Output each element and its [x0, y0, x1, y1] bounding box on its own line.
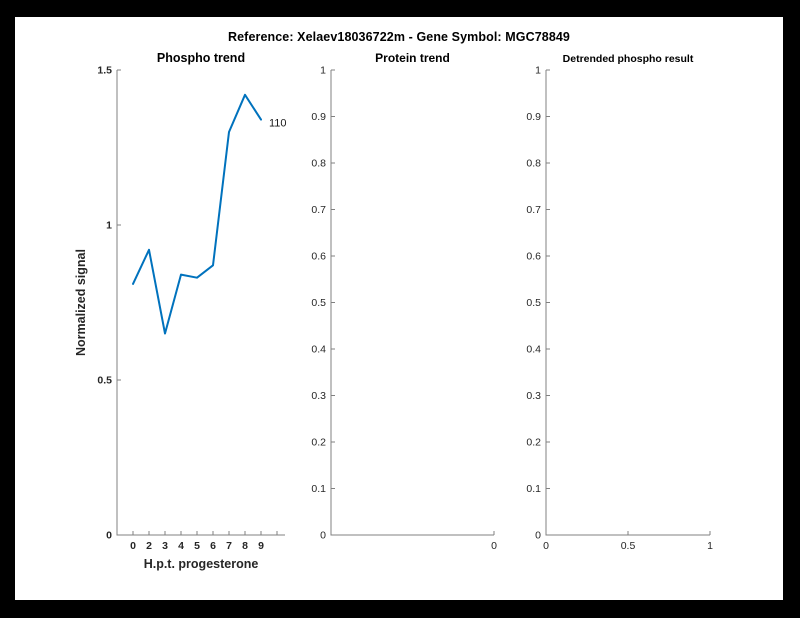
axis-lines — [116, 70, 285, 536]
y-tick-label: 0.5 — [97, 375, 112, 387]
x-tick-label: 0 — [130, 540, 136, 552]
y-tick-label: 0.6 — [526, 251, 541, 263]
y-tick-label: 0.7 — [526, 204, 541, 216]
y-tick-label: 0 — [535, 530, 541, 542]
y-tick-label: 0.5 — [311, 297, 326, 309]
x-tick-label: 0 — [543, 540, 549, 552]
x-tick-label: 8 — [242, 540, 248, 552]
y-tick-label: 0.4 — [526, 344, 541, 356]
y-tick-label: 0.8 — [311, 158, 326, 170]
y-axis-label: Normalized signal — [74, 249, 88, 356]
x-tick-label: 4 — [178, 540, 184, 552]
panel-title: Detrended phospho result — [563, 53, 694, 65]
panel-title: Protein trend — [375, 51, 450, 65]
y-tick-label: 0.2 — [526, 437, 541, 449]
y-tick-label: 0.1 — [526, 483, 541, 495]
y-tick-label: 0.4 — [311, 344, 326, 356]
y-tick-label: 0.1 — [311, 483, 326, 495]
y-tick-label: 0.5 — [526, 297, 541, 309]
y-tick-label: 0 — [106, 530, 112, 542]
axis-lines — [330, 70, 494, 536]
panel-title: Phospho trend — [157, 51, 245, 65]
x-tick-label: 0.5 — [621, 540, 636, 552]
x-tick-label: 1 — [707, 540, 713, 552]
figure-title: Reference: Xelaev18036722m - Gene Symbol… — [228, 30, 570, 44]
x-tick-label: 7 — [226, 540, 232, 552]
subplot-2: 0 0.1 0.2 0.3 0.4 0.5 0.6 0.7 0.8 0.9 1 0 Protein tr… — [311, 51, 497, 552]
y-tick-label: 0 — [320, 530, 326, 542]
y-tick-label: 0.2 — [311, 437, 326, 449]
x-tick-label: 3 — [162, 540, 168, 552]
x-tick-label: 2 — [146, 540, 152, 552]
series-line — [132, 93, 262, 335]
y-tick-label: 0.9 — [526, 111, 541, 123]
figure-canvas: Reference: Xelaev18036722m - Gene Symbol… — [15, 17, 783, 600]
subplot-3: 0 0.1 0.2 0.3 0.4 0.5 0.6 0.7 0.8 0.9 1 0 0.5 1 Detren… — [526, 53, 713, 552]
x-tick-label: 6 — [210, 540, 216, 552]
x-tick-label: 5 — [194, 540, 200, 552]
point-annotation: 110 — [269, 118, 287, 130]
y-tick-label: 1 — [320, 65, 326, 77]
y-tick-label: 0.3 — [526, 390, 541, 402]
x-tick-label: 0 — [491, 540, 497, 552]
y-tick-label: 0.7 — [311, 204, 326, 216]
axis-lines — [545, 70, 710, 536]
x-tick-label: 9 — [258, 540, 264, 552]
y-tick-label: 0.6 — [311, 251, 326, 263]
x-axis-label: H.p.t. progesterone — [144, 557, 259, 571]
y-tick-label: 0.8 — [526, 158, 541, 170]
y-tick-label: 0.9 — [311, 111, 326, 123]
y-tick-label: 1.5 — [97, 65, 112, 77]
y-tick-label: 1 — [535, 65, 541, 77]
y-tick-label: 1 — [106, 220, 112, 232]
y-tick-label: 0.3 — [311, 390, 326, 402]
